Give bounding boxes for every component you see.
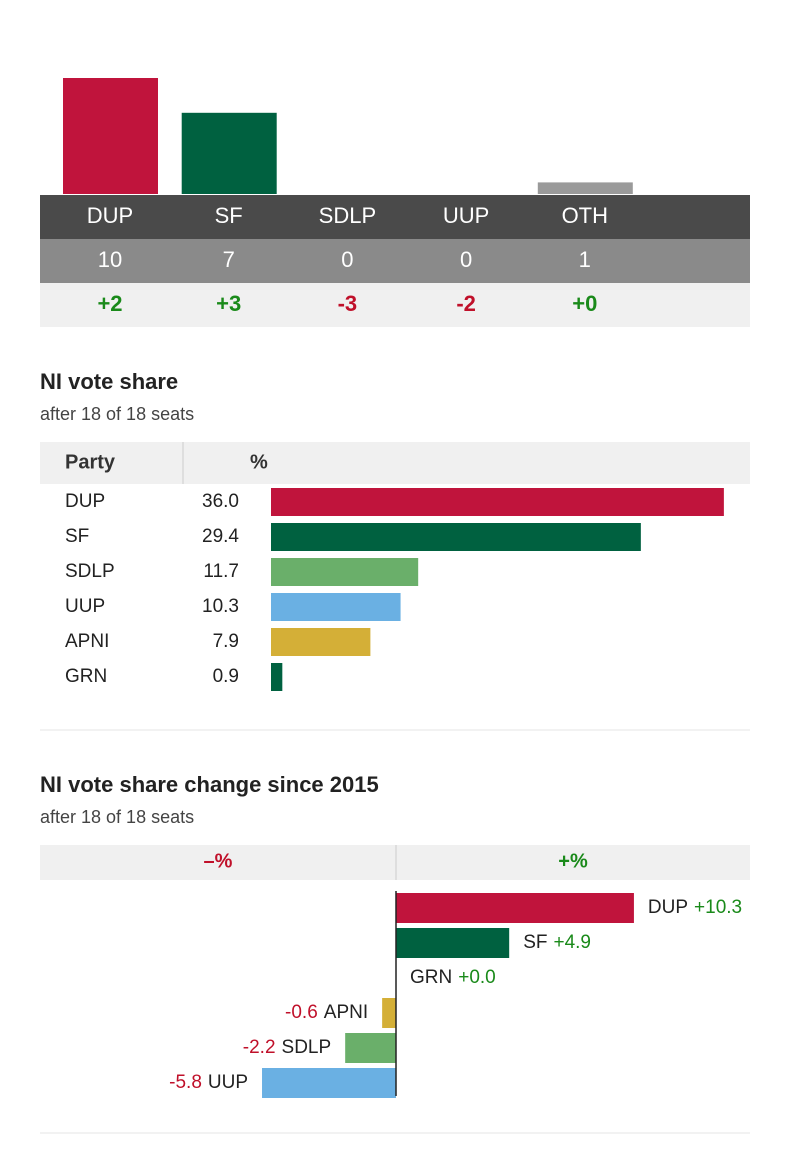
section-subtitle: after 18 of 18 seats [40,404,194,424]
section-title: NI vote share change since 2015 [40,772,379,797]
change-label: -5.8 UUP [169,1072,248,1093]
seat-bar [537,182,633,194]
seat-count: 0 [460,247,472,272]
share-bar [271,593,401,621]
column-header: +% [558,850,588,872]
party-name: UUP [65,596,105,617]
party-name: APNI [324,1002,368,1023]
party-label: SF [215,203,243,228]
party-name: DUP [65,491,105,512]
change-value: +0.0 [458,967,496,988]
share-bar [271,523,641,551]
seat-change: -3 [338,291,358,316]
share-value: 29.4 [202,526,239,547]
share-value: 7.9 [213,631,239,652]
change-label: SF +4.9 [523,932,591,953]
party-header-band [40,195,750,239]
seats-band [40,239,750,283]
change-value: -2.2 [243,1037,276,1058]
share-value: 11.7 [203,561,239,582]
share-bar [271,628,371,656]
party-name: SDLP [65,561,115,582]
share-bar [271,663,283,691]
party-name: UUP [208,1072,248,1093]
seat-count: 7 [223,247,235,272]
seat-bar [181,112,277,194]
change-value: +4.9 [553,932,591,953]
party-label: DUP [87,203,133,228]
seat-change: +3 [216,291,241,316]
party-name: SF [523,932,547,953]
share-value: 36.0 [202,491,239,512]
change-label: -2.2 SDLP [243,1037,331,1058]
change-bar [396,928,510,958]
seat-count: 1 [579,247,591,272]
change-bar [262,1068,396,1098]
change-bar [396,893,634,923]
seat-count: 10 [98,247,122,272]
seat-bar [63,78,158,194]
section-subtitle: after 18 of 18 seats [40,807,194,827]
table-header [40,442,750,484]
share-bar [271,558,419,586]
change-label: GRN +0.0 [410,967,496,988]
column-header: % [250,451,268,473]
change-value: +10.3 [694,897,742,918]
party-name: SDLP [282,1037,332,1058]
party-name: GRN [65,666,107,687]
change-label: DUP +10.3 [648,897,742,918]
party-name: DUP [648,897,688,918]
party-name: APNI [65,631,109,652]
share-value: 0.9 [213,666,239,687]
column-header: Party [65,451,116,473]
change-header [40,845,750,880]
column-header: –% [204,850,233,872]
change-value: -0.6 [285,1002,318,1023]
change-bar [382,998,396,1028]
change-bar [345,1033,396,1063]
change-value: -5.8 [169,1072,202,1093]
seat-change: -2 [456,291,476,316]
share-bar [271,488,724,516]
party-name: SF [65,526,89,547]
seat-change: +2 [97,291,122,316]
party-label: SDLP [319,203,376,228]
party-label: UUP [443,203,489,228]
seat-count: 0 [341,247,353,272]
share-value: 10.3 [202,596,239,617]
section-title: NI vote share [40,369,178,394]
change-band [40,283,750,327]
party-name: GRN [410,967,452,988]
party-label: OTH [562,203,608,228]
change-label: -0.6 APNI [285,1002,368,1023]
seat-change: +0 [572,291,597,316]
